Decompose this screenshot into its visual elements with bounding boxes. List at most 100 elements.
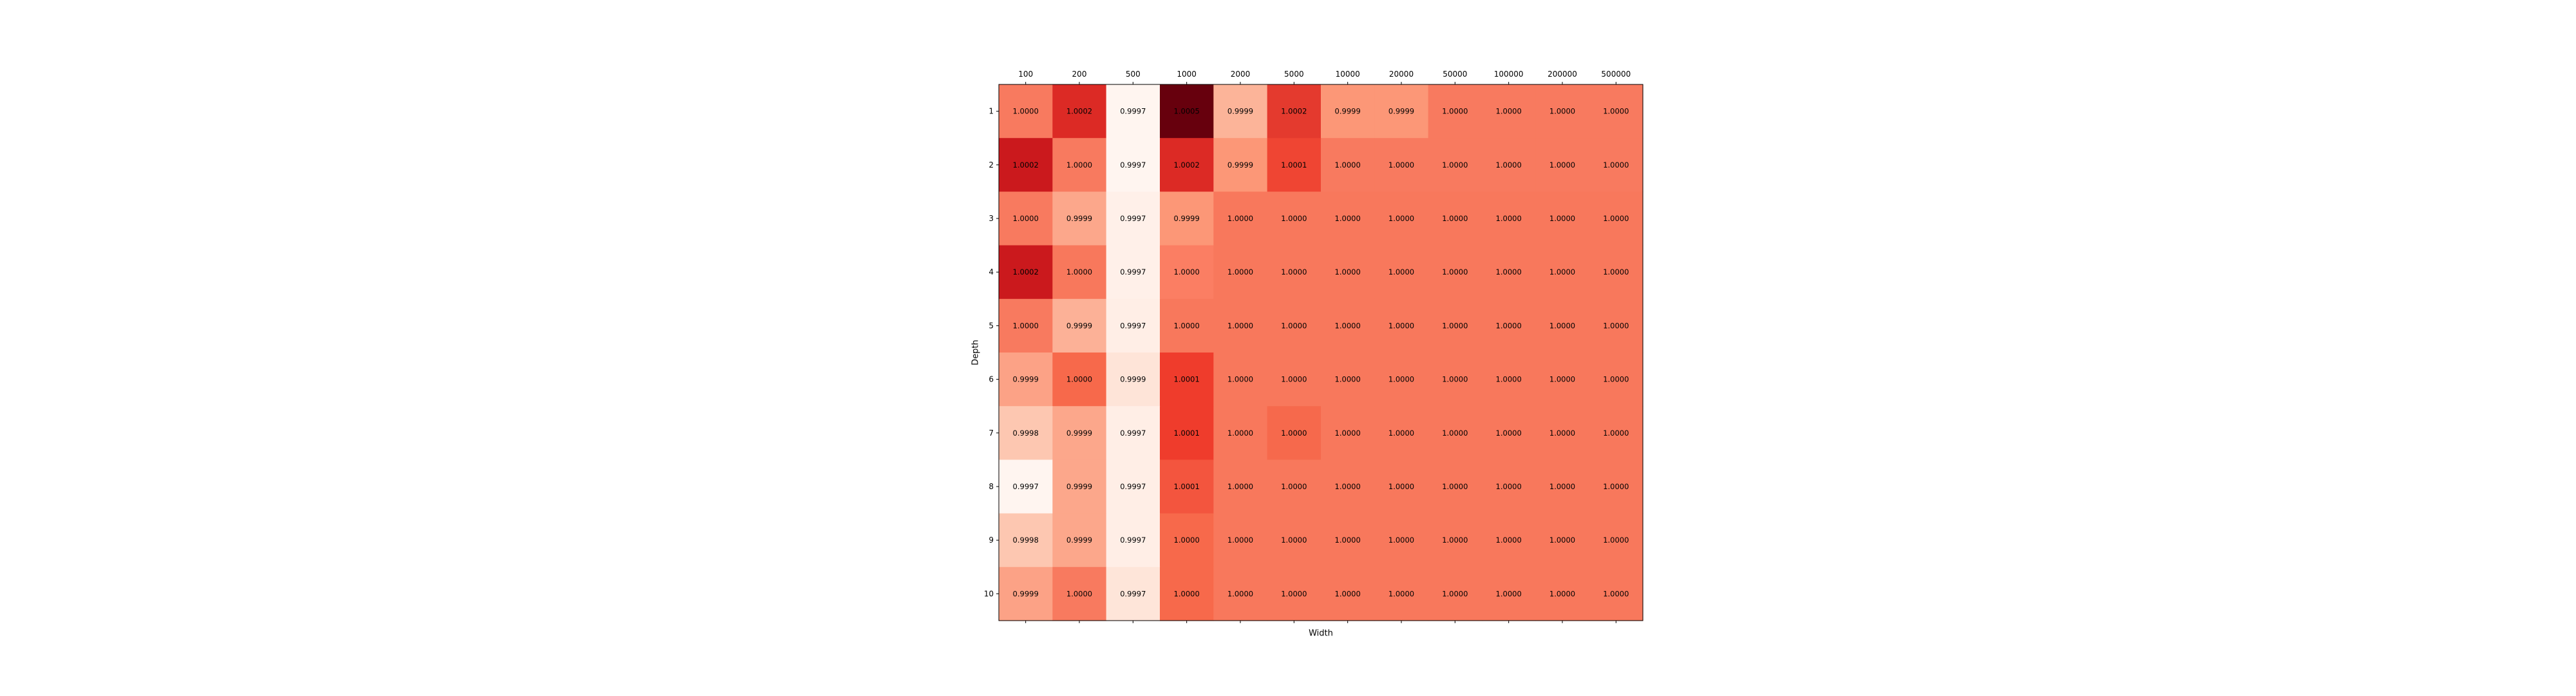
heatmap-cell xyxy=(1160,513,1214,568)
heatmap-cell xyxy=(1160,298,1214,353)
cell-value-label: 1.0000 xyxy=(1227,429,1253,438)
cell-value-label: 1.0000 xyxy=(1603,589,1629,598)
cell-value-label: 0.9999 xyxy=(1066,214,1092,223)
cell-value-label: 1.0000 xyxy=(1335,536,1361,545)
heatmap-cell xyxy=(1589,191,1643,246)
cell-value-label: 1.0000 xyxy=(1013,107,1039,116)
cell-value-label: 1.0002 xyxy=(1013,267,1039,276)
cell-value-label: 0.9999 xyxy=(1227,107,1253,116)
heatmap-cell xyxy=(1535,245,1590,300)
heatmap-cell xyxy=(1052,513,1107,568)
cell-value-label: 0.9999 xyxy=(1335,107,1361,116)
x-tick-label: 5000 xyxy=(1284,70,1304,79)
cell-value-label: 1.0000 xyxy=(1227,536,1253,545)
cell-value-label: 1.0000 xyxy=(1496,482,1522,491)
x-tick-label: 10000 xyxy=(1336,70,1360,79)
cell-value-label: 0.9997 xyxy=(1120,160,1146,169)
cell-value-label: 0.9997 xyxy=(1120,589,1146,598)
cell-value-label: 1.0000 xyxy=(1335,429,1361,438)
cell-value-label: 1.0000 xyxy=(1066,267,1092,276)
cell-value-label: 1.0000 xyxy=(1549,429,1575,438)
heatmap-cell xyxy=(1213,245,1268,300)
heatmap-cell xyxy=(1589,406,1643,460)
heatmap-cell xyxy=(1428,298,1482,353)
cell-value-label: 0.9999 xyxy=(1066,482,1092,491)
cell-value-label: 1.0000 xyxy=(1066,589,1092,598)
cell-value-label: 1.0000 xyxy=(1603,429,1629,438)
cell-value-label: 0.9998 xyxy=(1013,536,1039,545)
cell-value-label: 1.0000 xyxy=(1442,267,1468,276)
cell-value-label: 1.0001 xyxy=(1174,429,1200,438)
heatmap-cell xyxy=(1482,138,1536,192)
heatmap-cell xyxy=(1052,566,1107,621)
heatmap-cell xyxy=(1589,245,1643,300)
cell-value-label: 0.9999 xyxy=(1120,375,1146,384)
cell-value-label: 1.0000 xyxy=(1496,375,1522,384)
x-axis-label: Width xyxy=(1309,629,1333,639)
heatmap-cell xyxy=(1213,298,1268,353)
heatmap-cell xyxy=(999,245,1053,300)
heatmap-cell xyxy=(1321,353,1375,407)
cell-value-label: 1.0000 xyxy=(1388,536,1414,545)
heatmap-cell xyxy=(1482,353,1536,407)
heatmap-cell xyxy=(1267,513,1321,568)
cell-value-label: 0.9999 xyxy=(1013,375,1039,384)
cell-value-label: 1.0000 xyxy=(1549,267,1575,276)
heatmap-cell xyxy=(1106,459,1160,514)
x-tick-label: 100000 xyxy=(1494,70,1524,79)
heatmap-cell xyxy=(1482,459,1536,514)
cell-value-label: 0.9997 xyxy=(1013,482,1039,491)
cell-value-label: 1.0002 xyxy=(1281,107,1307,116)
cell-value-label: 1.0002 xyxy=(1013,160,1039,169)
cell-value-label: 1.0000 xyxy=(1442,375,1468,384)
heatmap-cell xyxy=(1106,84,1160,139)
cell-value-label: 1.0000 xyxy=(1388,482,1414,491)
cell-value-label: 0.9998 xyxy=(1013,429,1039,438)
heatmap-cell xyxy=(1374,459,1429,514)
cell-value-label: 1.0001 xyxy=(1281,160,1307,169)
heatmap-cell xyxy=(1482,566,1536,621)
heatmap-cell xyxy=(1482,298,1536,353)
cell-value-label: 1.0000 xyxy=(1549,107,1575,116)
cell-value-label: 1.0005 xyxy=(1174,107,1200,116)
heatmap-cell xyxy=(1482,245,1536,300)
cell-value-label: 1.0000 xyxy=(1227,589,1253,598)
heatmap-cell xyxy=(1052,84,1107,139)
heatmap-cell xyxy=(999,513,1053,568)
y-tick-label: 10 xyxy=(984,589,994,598)
heatmap-cell xyxy=(1482,406,1536,460)
heatmap-cell xyxy=(1589,84,1643,139)
cell-value-label: 1.0000 xyxy=(1442,107,1468,116)
y-tick-label: 1 xyxy=(989,107,994,116)
cell-value-label: 1.0000 xyxy=(1388,589,1414,598)
cell-value-label: 1.0000 xyxy=(1442,429,1468,438)
heatmap-cell xyxy=(1374,566,1429,621)
cell-value-label: 1.0000 xyxy=(1442,536,1468,545)
cell-value-label: 1.0002 xyxy=(1066,107,1092,116)
cell-value-label: 1.0001 xyxy=(1174,482,1200,491)
cell-value-label: 1.0000 xyxy=(1281,429,1307,438)
heatmap-cell xyxy=(1321,513,1375,568)
y-tick-label: 4 xyxy=(989,267,994,276)
heatmap-cell xyxy=(1374,84,1429,139)
heatmap-cell xyxy=(1267,298,1321,353)
cell-value-label: 1.0000 xyxy=(1174,536,1200,545)
heatmap-cell xyxy=(999,459,1053,514)
heatmap-cell xyxy=(999,138,1053,192)
cell-value-label: 1.0000 xyxy=(1442,321,1468,330)
cell-value-label: 0.9999 xyxy=(1066,536,1092,545)
heatmap-cell xyxy=(1589,513,1643,568)
heatmap-cell xyxy=(1535,459,1590,514)
heatmap-cell xyxy=(1589,566,1643,621)
cell-value-label: 1.0000 xyxy=(1549,482,1575,491)
cell-value-label: 1.0000 xyxy=(1227,214,1253,223)
cell-value-label: 1.0000 xyxy=(1281,482,1307,491)
heatmap-cell xyxy=(1052,459,1107,514)
heatmap-cell xyxy=(1213,566,1268,621)
cell-value-label: 1.0000 xyxy=(1335,214,1361,223)
heatmap-cell xyxy=(1589,138,1643,192)
y-axis-label: Depth xyxy=(971,340,981,365)
heatmap-cell xyxy=(1213,138,1268,192)
heatmap-cell xyxy=(1160,84,1214,139)
heatmap-cell xyxy=(1589,353,1643,407)
